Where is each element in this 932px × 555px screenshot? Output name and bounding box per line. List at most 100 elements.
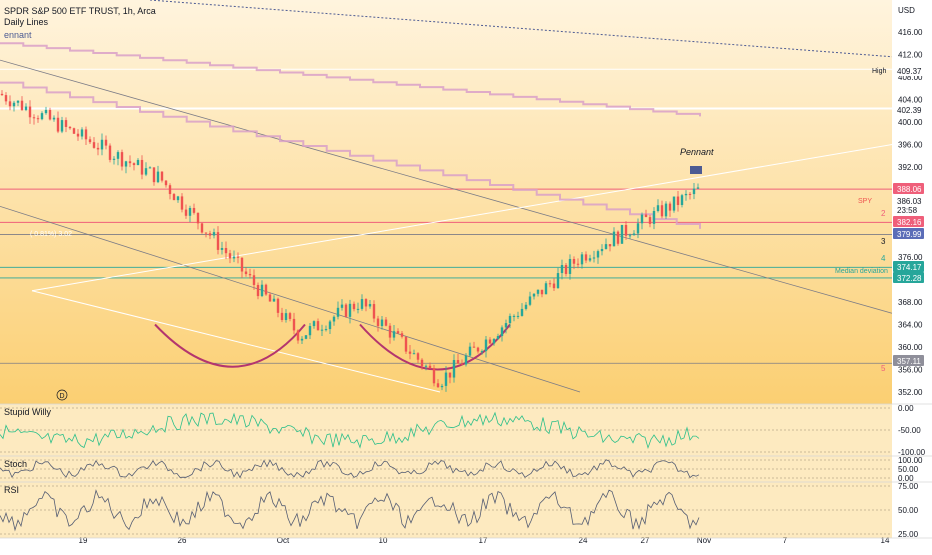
indicator-line (0, 459, 700, 479)
candle-body (320, 329, 324, 331)
white-ascending-line (31, 144, 893, 292)
candle-body (372, 304, 376, 319)
median-deviation-label: Median deviation (835, 268, 888, 275)
candle-body (184, 209, 188, 216)
candle-body (308, 326, 312, 336)
price-tick-label: 412.00 (898, 51, 923, 60)
candle-body (220, 248, 224, 250)
candle-body (236, 256, 240, 258)
candle-body (680, 195, 684, 206)
indicator-title: Daily Lines (4, 17, 49, 27)
currency-label: USD (898, 6, 915, 15)
candle-body (628, 235, 632, 237)
candle-body (584, 254, 588, 261)
candle-body (60, 120, 64, 132)
candle-body (212, 232, 216, 236)
indicator-line (0, 411, 700, 450)
candle-body (632, 233, 636, 236)
level-4-label: 4 (881, 254, 886, 263)
candle-body (592, 257, 596, 259)
candle-body (4, 95, 8, 102)
candle-body (164, 180, 168, 186)
candle-body (364, 299, 368, 307)
candle-body (148, 167, 152, 169)
candle-body (588, 258, 592, 261)
candle-body (124, 161, 128, 167)
candle-body (444, 372, 448, 386)
candle-body (152, 167, 156, 183)
pane-tick-label: 75.00 (898, 482, 919, 491)
candle-body (412, 353, 416, 355)
candle-body (564, 265, 568, 274)
candle-body (384, 319, 388, 326)
candle-body (336, 307, 340, 317)
candle-body (508, 315, 512, 324)
candle-body (488, 339, 492, 344)
candle-body (68, 126, 72, 129)
candle-body (396, 331, 400, 334)
candle-body (304, 335, 308, 339)
time-tick-label: 19 (79, 536, 88, 545)
candle-body (144, 168, 148, 175)
time-tick-label: 14 (881, 536, 890, 545)
candle-body (84, 129, 88, 140)
candle-body (536, 289, 540, 294)
candle-body (16, 100, 20, 103)
candle-body (160, 171, 164, 181)
daily-line-upper (0, 42, 701, 117)
candle-body (200, 223, 204, 233)
candle-body (120, 152, 124, 167)
price-tick-label: 396.00 (898, 141, 923, 150)
price-label: 372.28 (897, 274, 922, 283)
candle-body (576, 263, 580, 265)
candle-body (356, 308, 360, 310)
time-tick-label: 24 (579, 536, 588, 545)
price-label: 402.39 (897, 106, 922, 115)
candle-body (560, 265, 564, 274)
candle-body (464, 355, 468, 365)
candle-body (28, 106, 32, 118)
candle-body (316, 321, 320, 331)
candle-body (676, 196, 680, 206)
candle-body (72, 128, 76, 134)
candle-body (448, 372, 452, 378)
candle-body (324, 329, 328, 331)
price-tick-label: 368.00 (898, 298, 923, 307)
high-label: High (872, 68, 887, 75)
candle-body (328, 321, 332, 330)
candle-body (140, 159, 144, 175)
candle-body (612, 231, 616, 247)
candle-body (44, 109, 48, 114)
candle-body (232, 256, 236, 259)
price-tick-label: 360.00 (898, 343, 923, 352)
candle-body (664, 203, 668, 217)
candle-body (432, 368, 436, 384)
candle-body (388, 325, 392, 338)
price-axis[interactable]: 416.00 412.00 408.00 404.00 400.00 396.00 392.… (893, 28, 926, 539)
candle-body (40, 113, 44, 120)
pane-tick-label: -50.00 (898, 426, 921, 435)
candle-body (104, 139, 108, 146)
pane-title-stupid-willy: Stupid Willy (4, 407, 52, 417)
candle-body (188, 207, 192, 216)
price-label-box (893, 261, 924, 272)
candle-body (456, 360, 460, 364)
candle-body (208, 233, 212, 236)
candle-body (520, 308, 524, 316)
candle-body (392, 331, 396, 338)
circle-marker (56, 389, 68, 401)
indicator-panes[interactable] (0, 403, 932, 539)
candle-body (648, 217, 652, 224)
candle-body (688, 193, 692, 195)
candle-body (32, 117, 36, 119)
candle-body (20, 100, 24, 110)
candle-body (192, 207, 196, 213)
candle-body (264, 284, 268, 295)
candle-body (468, 346, 472, 356)
candle-body (404, 336, 408, 352)
candle-body (660, 205, 664, 217)
candle-body (300, 338, 304, 341)
